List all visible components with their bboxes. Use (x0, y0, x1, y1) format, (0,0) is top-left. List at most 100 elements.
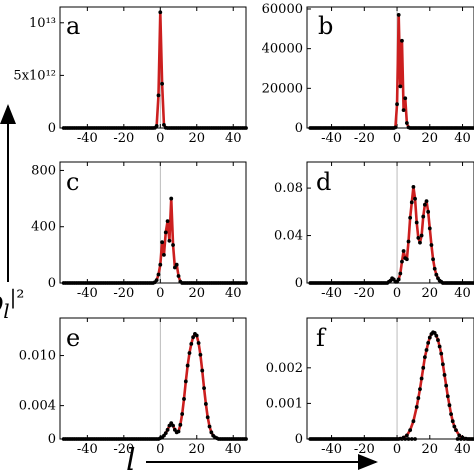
panel-a-x-tick-label: 20 (188, 131, 205, 146)
panel-f-zero-point (409, 437, 414, 441)
panel-f-zero-point (413, 437, 417, 441)
panel-f-point (401, 435, 406, 440)
panel-f-x-tick-label: 20 (422, 442, 439, 457)
panel-d-curve (386, 185, 447, 285)
panel-d-x-tick-label: 0 (393, 286, 401, 301)
panel-f-point (408, 428, 413, 433)
panel-c-x-tick-label: 40 (225, 286, 242, 301)
panel-e-x-tick-label: 40 (225, 442, 242, 457)
panel-b-point (401, 108, 406, 113)
panel-b-letter: b (318, 12, 333, 40)
panel-f-frame (306, 317, 474, 440)
panel-e-point (207, 424, 212, 429)
panel-f-point (437, 344, 442, 349)
panel-f-curve (396, 330, 473, 441)
panel-e: e -40 -20 0 20 40 0 0.004 0.010 (19, 317, 248, 457)
panel-e-point (163, 431, 168, 436)
panel-d-point (432, 266, 437, 271)
panel-d-point (406, 239, 411, 244)
panel-f-point (439, 351, 444, 356)
panel-c-point (167, 238, 172, 243)
panel-f-point (411, 419, 416, 424)
panel-f-point (426, 341, 431, 345)
panel-f-point (422, 355, 427, 360)
panel-c-frame (59, 161, 247, 284)
panel-e-curve (159, 332, 218, 440)
panel-f-point (427, 335, 432, 340)
panel-e-y-tick-label: 0 (48, 432, 56, 447)
panel-f-point (442, 373, 447, 377)
panel-d-point (404, 257, 409, 262)
panel-f-point (416, 396, 421, 400)
panel-e-frame (59, 317, 247, 440)
panel-d-point (429, 243, 434, 247)
panel-a-x-tick-label: -40 (77, 131, 98, 146)
panel-d-point (398, 271, 403, 276)
panel-f-x-tick-label: 0 (393, 442, 401, 457)
panel-f-y-tick-label: 0.002 (266, 361, 303, 376)
y-axis-title-main: p (0, 285, 3, 320)
panel-c-zero-point (244, 281, 248, 285)
panel-d-point (440, 281, 445, 285)
panel-f-point (460, 435, 465, 440)
panel-f-point (436, 338, 440, 342)
panel-d-point (434, 272, 439, 277)
panel-b-point (400, 38, 404, 43)
panel-d-point (424, 199, 429, 204)
panel-e-point (189, 341, 194, 346)
panel-f-point (447, 403, 452, 408)
panel-b-y-tick-label: 20000 (262, 81, 303, 96)
panel-c-y-tick-label: 0 (48, 276, 56, 291)
panel-b-y-tick-label: 0 (295, 121, 303, 136)
panel-b-x-tick-label: -20 (354, 131, 375, 146)
panel-b: b -40 -20 0 20 40 0 20000 40000 60000 (262, 2, 474, 146)
panel-e-y-tick-label: 0.004 (19, 399, 56, 414)
panel-e-point (214, 436, 219, 441)
panel-c-point (154, 278, 159, 283)
panel-f-point (457, 433, 462, 438)
panel-e-point (205, 415, 210, 420)
panel-d-point (414, 220, 419, 225)
panel-f-point (467, 437, 471, 441)
panel-a-point (160, 81, 165, 86)
panel-b-y-tick-label: 40000 (262, 42, 303, 57)
panel-c-x-tick-label: 20 (188, 286, 205, 301)
panel-b-point (408, 126, 413, 130)
panel-e-point (209, 430, 214, 435)
panel-e-zero-point (244, 437, 248, 441)
panel-e-point (183, 379, 188, 384)
panel-f-zero-point (406, 437, 411, 441)
panel-e-point (194, 333, 199, 338)
panel-e-point (185, 363, 190, 368)
panel-f: f -40 -20 0 20 40 0 0.001 0.002 (266, 317, 474, 457)
panel-f-point (418, 387, 422, 392)
panel-f-point (463, 436, 468, 441)
panel-d-y-tick-label: 0 (295, 276, 303, 291)
panel-e-y-tick-label: 0.010 (19, 349, 56, 364)
panel-f-point (432, 331, 437, 335)
panel-c-point (171, 243, 175, 247)
panel-a-y-tick-label: 10¹³ (29, 16, 56, 31)
panel-e-point (202, 386, 206, 390)
panel-a-point (165, 126, 170, 130)
panel-f-point (444, 383, 449, 388)
panel-d: d -40 -20 0 20 40 0 0.04 0.08 (274, 161, 474, 301)
panel-e-point (200, 368, 205, 373)
panel-e-x-tick-label: -20 (113, 442, 134, 457)
panel-b-x-tick-label: 40 (454, 131, 471, 146)
panel-c-point (180, 281, 185, 285)
panel-d-point (431, 257, 435, 262)
panel-d-point (416, 236, 421, 240)
panel-f-point (450, 419, 455, 424)
panel-d-point (411, 185, 416, 189)
panel-f-point (470, 437, 474, 441)
panel-b-y-tick-label: 60000 (262, 2, 303, 17)
panel-c-point (169, 196, 174, 201)
panel-c-x-tick-label: -40 (77, 286, 98, 301)
panel-d-x-tick-label: -40 (321, 286, 342, 301)
panel-b-curve (392, 13, 411, 130)
panel-c-point (165, 219, 170, 223)
panel-d-point (421, 214, 426, 219)
